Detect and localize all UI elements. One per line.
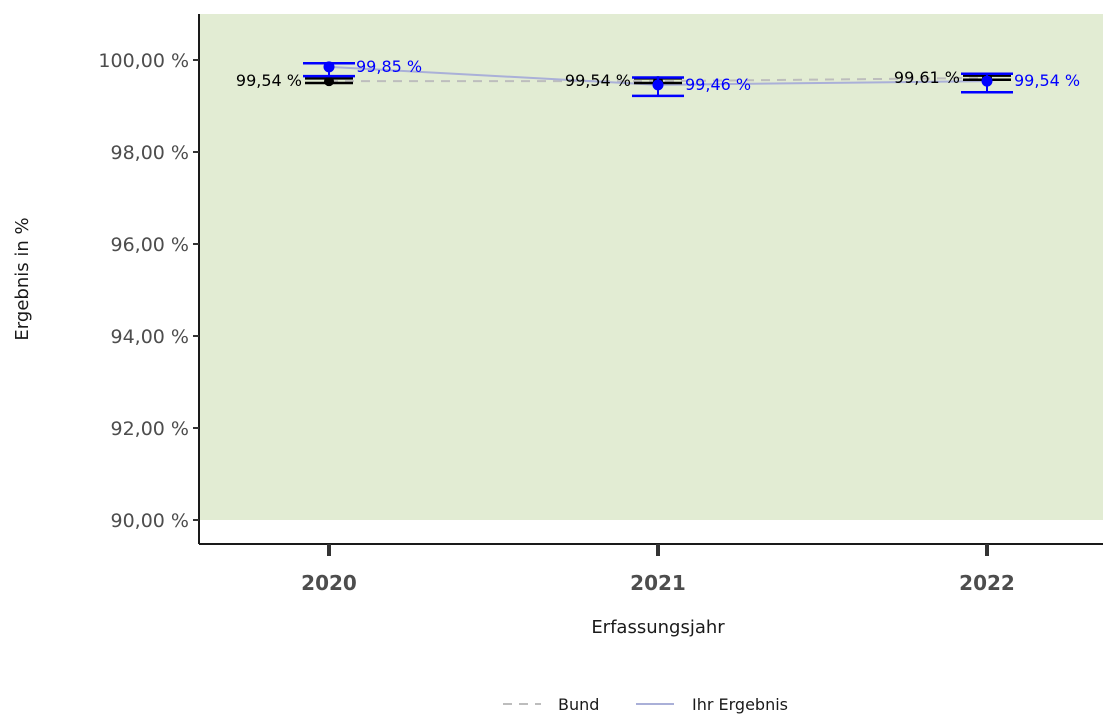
- bund-value-label: 99,61 %: [894, 68, 960, 87]
- x-tick-label: 2022: [959, 571, 1015, 595]
- ihr-point: [323, 61, 335, 73]
- y-tick-label: 98,00 %: [111, 142, 190, 164]
- legend: Bund Ihr Ergebnis: [503, 695, 788, 714]
- axes: 90,00 % 92,00 % 94,00 % 96,00 % 98,00 % 100,0…: [98, 14, 1103, 595]
- y-tick-label: 90,00 %: [111, 510, 190, 532]
- ihr-value-label: 99,46 %: [685, 75, 751, 94]
- ihr-point: [981, 75, 993, 87]
- bund-value-label: 99,54 %: [236, 71, 302, 90]
- y-tick-label: 94,00 %: [111, 326, 190, 348]
- series-layer: [303, 61, 1013, 98]
- y-tick-label: 100,00 %: [98, 50, 189, 72]
- bund-value-label: 99,54 %: [565, 71, 631, 90]
- legend-ihr-label: Ihr Ergebnis: [692, 695, 788, 714]
- ihr-value-label: 99,85 %: [356, 57, 422, 76]
- x-axis-title: Erfassungsjahr: [591, 617, 725, 638]
- data-labels: 99,54 % 99,54 % 99,61 % 99,85 % 99,46 % 99,54…: [236, 57, 1080, 94]
- reference-area: [199, 14, 1103, 520]
- ihr-value-label: 99,54 %: [1014, 71, 1080, 90]
- x-tick-label: 2020: [301, 571, 357, 595]
- ihr-point: [652, 79, 664, 91]
- y-tick-label: 92,00 %: [111, 418, 190, 440]
- legend-bund-label: Bund: [558, 695, 599, 714]
- bund-point: [324, 76, 334, 87]
- x-tick-label: 2021: [630, 571, 686, 595]
- y-tick-label: 96,00 %: [111, 234, 190, 256]
- y-axis-title: Ergebnis in %: [12, 217, 33, 340]
